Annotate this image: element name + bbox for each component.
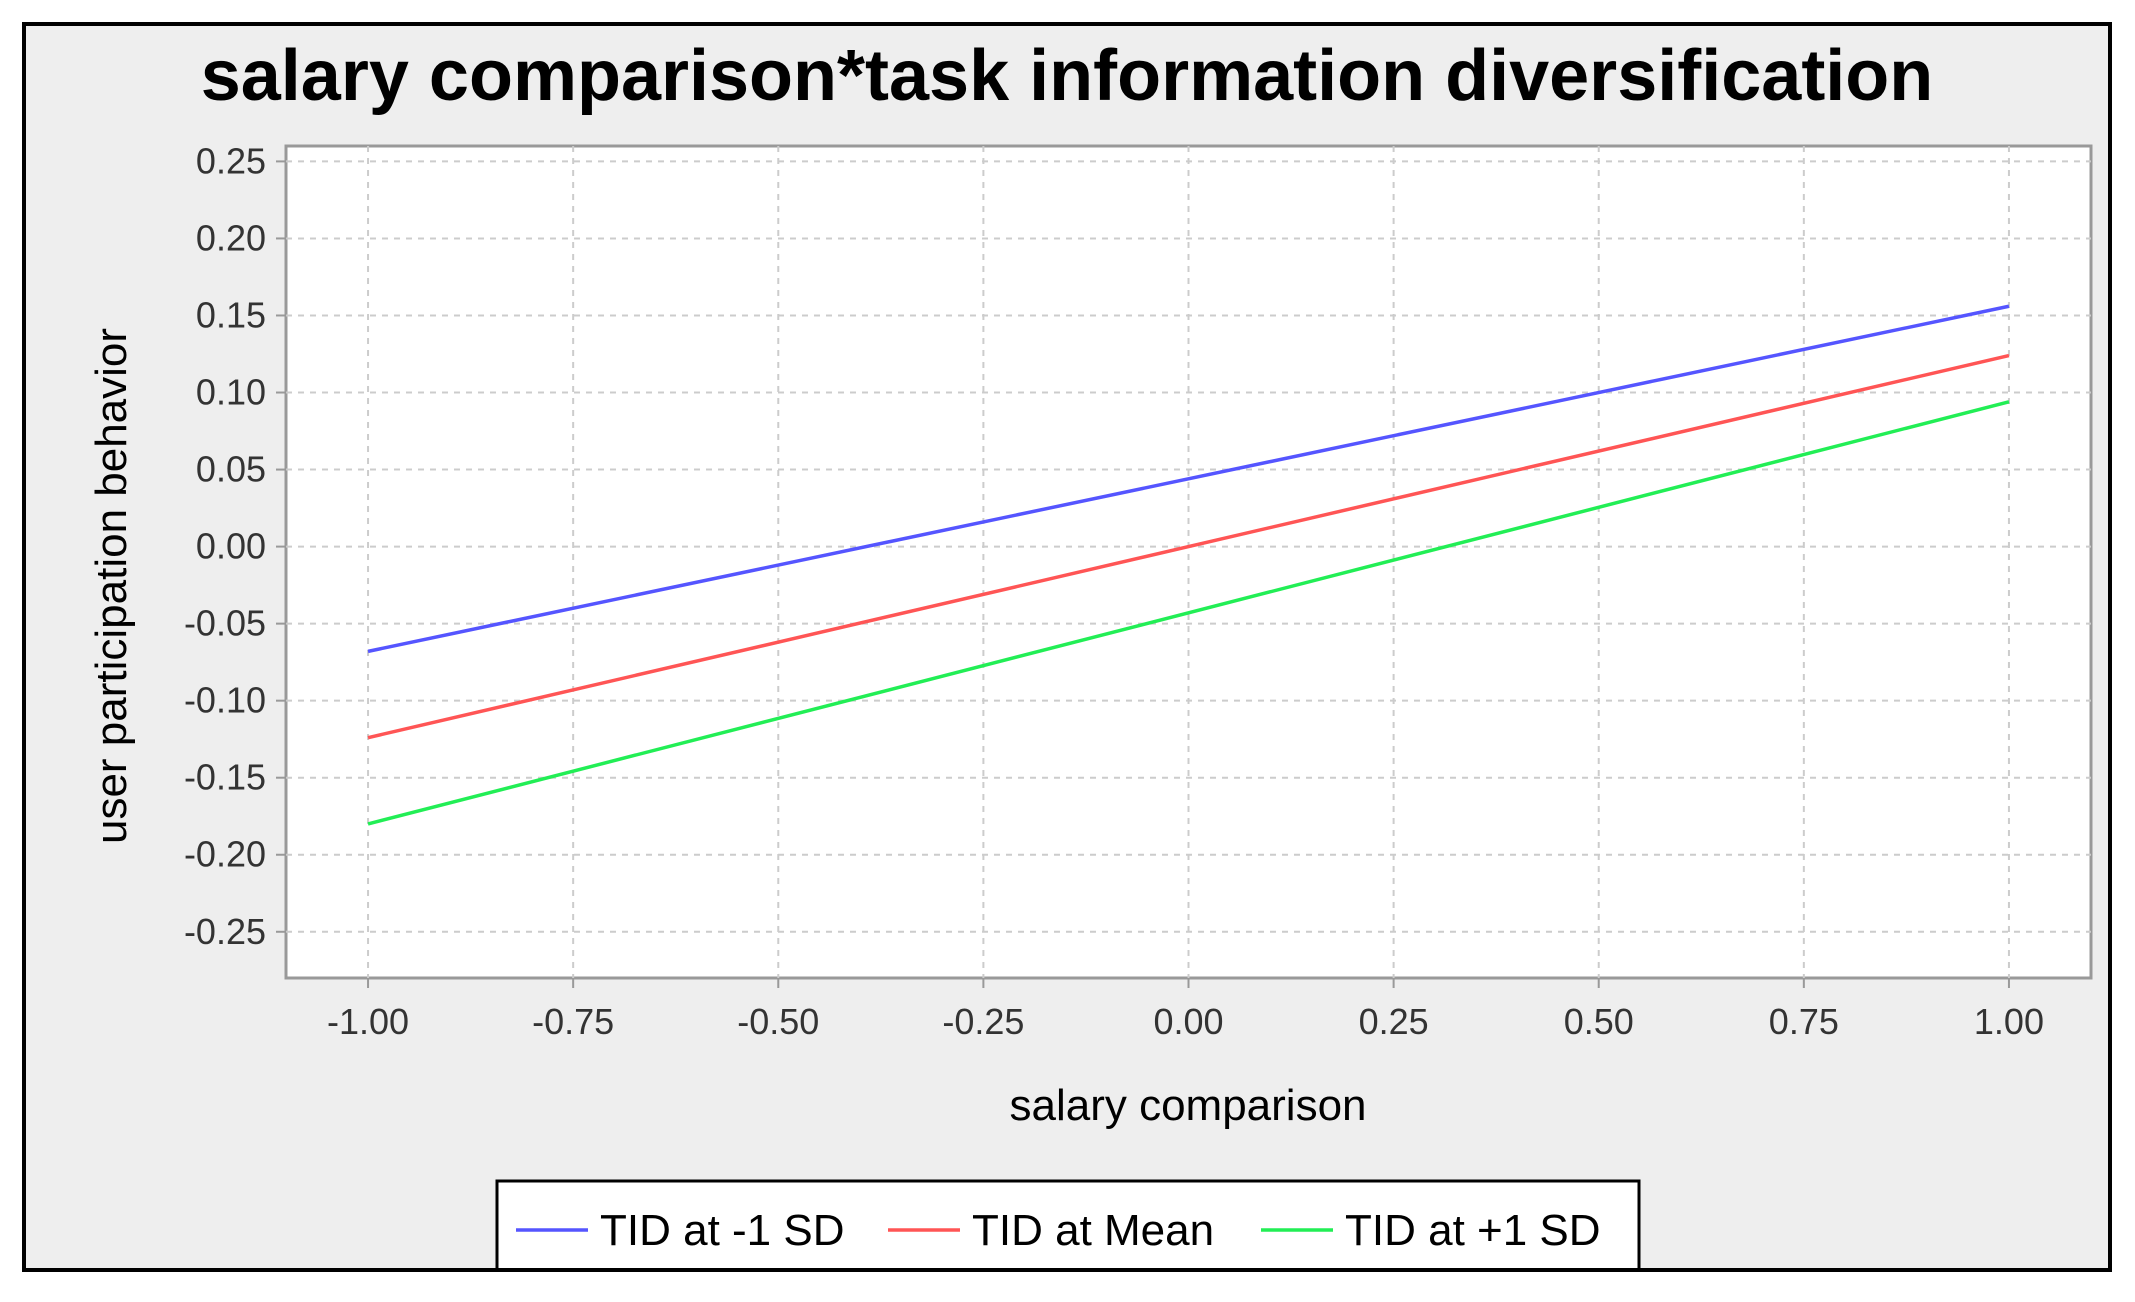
x-tick-label: -0.25	[942, 1001, 1024, 1042]
legend-label: TID at +1 SD	[1345, 1206, 1601, 1255]
series-line-tid-at-mean	[367, 353, 2010, 740]
x-axis-label: salary comparison	[1009, 1081, 1366, 1130]
legend-items: TID at -1 SD TID at Mean TID at +1 SD	[516, 1206, 1601, 1255]
y-tick-label: 0.15	[196, 294, 266, 335]
x-axis-ticks: -1.00 -0.75 -0.50 -0.25 0.00 0.25 0.50 0.75 1.00	[327, 978, 2044, 1042]
legend-label: TID at -1 SD	[600, 1206, 845, 1255]
x-tick-label: 0.50	[1564, 1001, 1634, 1042]
plot-area	[284, 144, 2093, 980]
y-tick-label: 0.20	[196, 217, 266, 258]
y-tick-label: 0.10	[196, 372, 266, 413]
x-tick-label: -0.75	[532, 1001, 614, 1042]
x-tick-label: -0.50	[737, 1001, 819, 1042]
series-lines	[367, 304, 2010, 826]
legend-box	[495, 1179, 1641, 1268]
y-tick-label: -0.10	[184, 680, 266, 721]
x-tick-label: -1.00	[327, 1001, 409, 1042]
legend-label: TID at Mean	[972, 1206, 1214, 1255]
chart-svg: salary comparison*task information diver…	[87, 36, 2093, 1268]
series-line-tid-at-1-sd	[367, 400, 2010, 826]
chart-frame: salary comparison*task information diver…	[22, 22, 2112, 1272]
x-tick-label: 1.00	[1974, 1001, 2044, 1042]
chart-title: salary comparison*task information diver…	[201, 36, 1934, 116]
y-tick-label: -0.25	[184, 911, 266, 952]
y-axis-ticks: 0.25 0.20 0.15 0.10 0.05 0.00 -0.05 -0.10 -0.15 -…	[184, 140, 286, 952]
y-tick-label: 0.05	[196, 449, 266, 490]
x-tick-label: 0.00	[1153, 1001, 1223, 1042]
grid-lines	[286, 146, 2091, 978]
y-tick-label: 0.25	[196, 140, 266, 181]
legend: TID at -1 SD TID at Mean TID at +1 SD	[495, 1179, 1641, 1268]
y-tick-label: -0.15	[184, 757, 266, 798]
y-axis-label: user participation behavior	[87, 328, 136, 844]
x-tick-label: 0.25	[1359, 1001, 1429, 1042]
y-tick-label: -0.05	[184, 603, 266, 644]
series-line-tid-at-1-sd	[367, 304, 2010, 654]
x-tick-label: 0.75	[1769, 1001, 1839, 1042]
y-tick-label: -0.20	[184, 834, 266, 875]
y-tick-label: 0.00	[196, 526, 266, 567]
